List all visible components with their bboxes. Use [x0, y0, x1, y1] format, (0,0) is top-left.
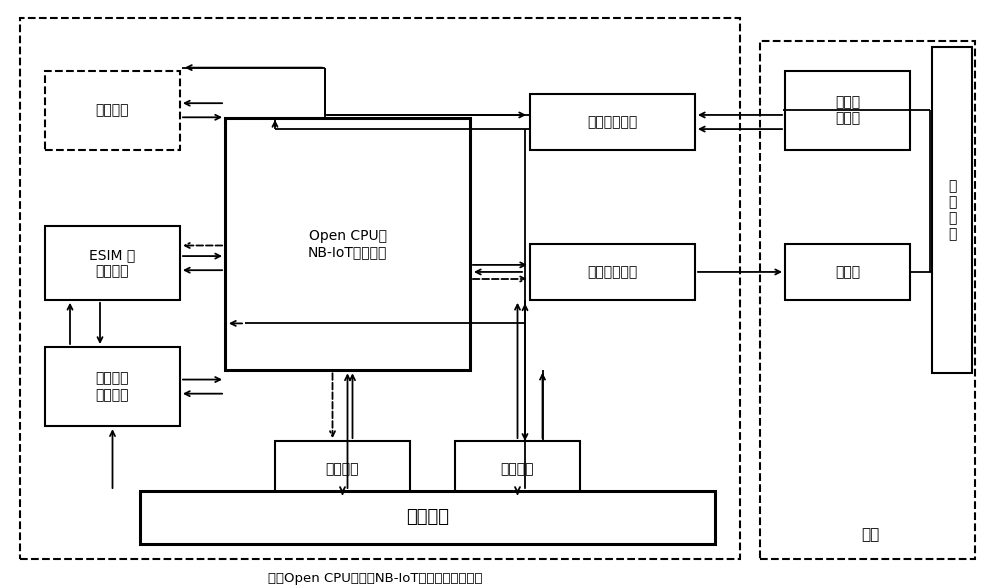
FancyBboxPatch shape	[45, 347, 180, 426]
Text: 阀门驱动电路: 阀门驱动电路	[587, 265, 638, 279]
Text: Open CPU的
NB-IoT模组电路: Open CPU的 NB-IoT模组电路	[308, 229, 387, 259]
FancyBboxPatch shape	[20, 18, 740, 559]
Text: 电机阀: 电机阀	[835, 265, 860, 279]
FancyBboxPatch shape	[45, 71, 180, 150]
Text: 计
量
组
件: 计 量 组 件	[948, 179, 956, 242]
FancyBboxPatch shape	[225, 118, 470, 370]
FancyBboxPatch shape	[140, 491, 715, 544]
Text: 电源电路: 电源电路	[406, 509, 449, 526]
Text: 基表: 基表	[861, 527, 879, 543]
Text: 电源电压
监测电路: 电源电压 监测电路	[96, 372, 129, 402]
Text: 菜单按键: 菜单按键	[501, 462, 534, 476]
Text: ESIM 卡
模块电路: ESIM 卡 模块电路	[89, 248, 136, 278]
FancyBboxPatch shape	[530, 94, 695, 150]
FancyBboxPatch shape	[785, 244, 910, 300]
Text: 天线模块: 天线模块	[96, 103, 129, 117]
FancyBboxPatch shape	[530, 244, 695, 300]
FancyBboxPatch shape	[45, 226, 180, 300]
Text: 干簧管
计数器: 干簧管 计数器	[835, 95, 860, 125]
Text: 计量采样电路: 计量采样电路	[587, 115, 638, 129]
Text: 基于Open CPU技术的NB-IoT主控电路架构框图: 基于Open CPU技术的NB-IoT主控电路架构框图	[268, 572, 482, 585]
FancyBboxPatch shape	[785, 71, 910, 150]
Text: 红外电路: 红外电路	[326, 462, 359, 476]
FancyBboxPatch shape	[760, 41, 975, 559]
FancyBboxPatch shape	[455, 441, 580, 497]
FancyBboxPatch shape	[275, 441, 410, 497]
FancyBboxPatch shape	[932, 47, 972, 373]
